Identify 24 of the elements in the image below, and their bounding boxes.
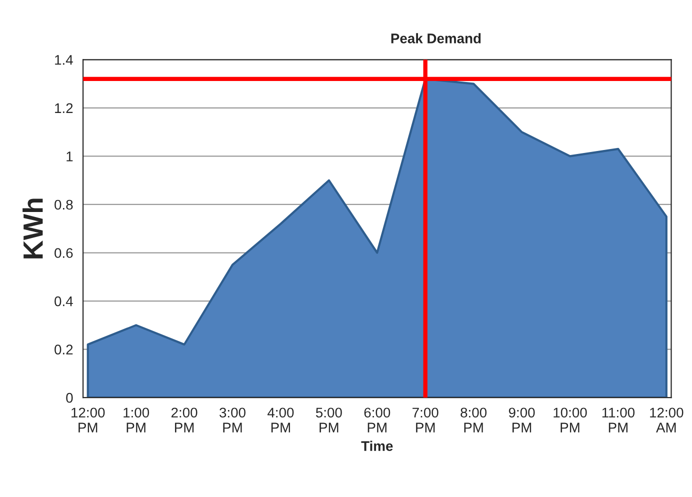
y-axis-title: KWh xyxy=(22,198,43,258)
x-tick-label: 7:00 PM xyxy=(412,408,438,432)
x-tick-label: 8:00 PM xyxy=(460,408,487,432)
x-axis-title: Time xyxy=(361,440,393,451)
x-tick-label: 12:00 PM xyxy=(72,408,105,432)
y-tick-label: 0.2 xyxy=(54,344,73,354)
x-tick-label: 4:00 PM xyxy=(268,408,294,432)
y-tick-label: 0.8 xyxy=(54,200,73,210)
y-tick-label: 1 xyxy=(66,152,73,162)
x-tick-label: 12:00 AM xyxy=(650,408,684,432)
y-tick-label: 0.6 xyxy=(54,248,73,258)
x-tick-label: 2:00 PM xyxy=(171,408,198,432)
x-tick-label: 3:00 PM xyxy=(220,408,246,432)
y-tick-label: 0 xyxy=(66,392,73,403)
y-tick-label: 0.4 xyxy=(54,296,73,306)
x-tick-label: 9:00 PM xyxy=(508,408,535,432)
y-tick-label: 1.4 xyxy=(55,55,73,65)
x-tick-label: 10:00 PM xyxy=(554,408,587,432)
x-tick-label: 6:00 PM xyxy=(364,408,390,432)
x-tick-label: 11:00 PM xyxy=(602,408,635,432)
y-tick-label: 1.2 xyxy=(55,103,73,113)
x-tick-label: 1:00 PM xyxy=(124,408,150,432)
text: Peak Demand xyxy=(391,33,481,44)
x-tick-label: 5:00 PM xyxy=(316,408,342,432)
